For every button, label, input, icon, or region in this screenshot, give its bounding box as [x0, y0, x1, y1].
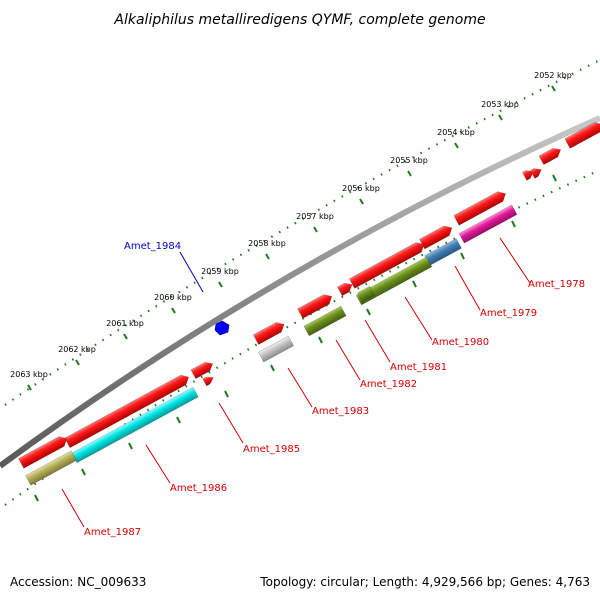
major-tick — [123, 333, 128, 340]
major-tick — [34, 494, 39, 502]
major-tick — [552, 174, 557, 182]
accession-text: Accession: NC_009633 — [10, 575, 146, 589]
gene-label: Amet_1985 — [243, 444, 300, 455]
major-tick — [460, 252, 465, 260]
gene-arrow — [252, 322, 285, 345]
gene-arrow — [18, 436, 68, 469]
major-tick — [270, 364, 275, 372]
major-tick — [27, 384, 32, 391]
major-tick — [359, 198, 364, 205]
tick-label: 2056 kbp — [342, 184, 380, 193]
leader-line — [404, 296, 433, 341]
major-tick — [224, 390, 229, 398]
gene-arrow — [530, 168, 542, 179]
gene-label: Amet_1986 — [170, 483, 227, 494]
major-tick — [454, 142, 459, 149]
major-tick — [75, 359, 80, 366]
gene-amet-1978 — [458, 204, 518, 244]
labeled-genes — [25, 204, 518, 486]
tick-label: 2052 kbp — [534, 71, 572, 80]
gene-labels: Amet_1978 Amet_1979 Amet_1980 Amet_1981 Amet… — [61, 237, 585, 538]
gene-amet-1987 — [25, 450, 77, 486]
gene-arrow — [538, 147, 562, 166]
map-title: Alkaliphilus metalliredigens QYMF, compl… — [113, 12, 485, 28]
gene-arrow — [190, 361, 214, 380]
major-tick — [176, 416, 181, 424]
major-tick — [366, 308, 371, 316]
major-tick — [511, 220, 516, 228]
gene-arrow — [419, 225, 453, 250]
tick-label: 2057 kbp — [296, 212, 334, 221]
tick-label: 2053 kbp — [481, 100, 519, 109]
genome-backbone — [0, 115, 600, 469]
inner-major-ticks — [34, 174, 557, 502]
gene-label: Amet_1982 — [360, 379, 417, 390]
gene-arrow — [64, 374, 190, 449]
tick-label: 2062 kbp — [58, 345, 96, 354]
gene-label: Amet_1981 — [390, 362, 447, 373]
gene-amet-1980 — [355, 256, 433, 306]
tick-label: 2060 kbp — [154, 293, 192, 302]
gene-amet-1981 — [303, 305, 347, 337]
genome-summary-text: Topology: circular; Length: 4,929,566 bp… — [259, 575, 590, 589]
major-tick — [498, 114, 503, 121]
leader-line — [145, 444, 171, 484]
major-tick — [218, 281, 223, 288]
major-tick — [551, 85, 556, 92]
gene-amet-1982 — [357, 285, 375, 303]
leader-line — [499, 237, 531, 284]
gene-arrow — [348, 242, 425, 289]
leader-line — [454, 265, 481, 311]
major-tick — [318, 336, 323, 344]
tick-label: 2061 kbp — [106, 319, 144, 328]
outer-major-ticks — [27, 85, 556, 391]
gene-amet-1985 — [202, 376, 214, 387]
gene-label: Amet_1987 — [84, 527, 141, 538]
major-tick — [407, 170, 412, 177]
leader-line — [218, 402, 244, 444]
tick-labels: 2052 kbp 2053 kbp 2054 kbp 2055 kbp 2056 kbp… — [10, 71, 572, 379]
gene-label: Amet_1984 — [124, 241, 181, 252]
gene-label: Amet_1978 — [528, 279, 585, 290]
unlabeled-genes — [18, 122, 600, 469]
tick-label: 2063 kbp — [10, 370, 48, 379]
tick-label: 2055 kbp — [390, 156, 428, 165]
leader-line — [335, 339, 361, 381]
tick-label: 2058 kbp — [248, 239, 286, 248]
major-tick — [128, 442, 133, 450]
major-tick — [265, 253, 270, 260]
gene-arrow — [297, 294, 333, 319]
major-tick — [81, 468, 86, 476]
gene-label: Amet_1980 — [432, 337, 489, 348]
leader-line — [287, 367, 313, 408]
major-tick — [171, 307, 176, 314]
gene-arrow — [453, 191, 506, 226]
leader-line — [61, 488, 85, 528]
gene-arrow — [337, 282, 353, 297]
gene-arrow — [564, 122, 600, 149]
gene-label: Amet_1983 — [312, 406, 369, 417]
gene-label: Amet_1979 — [480, 308, 537, 319]
gene-arrow — [522, 170, 534, 181]
major-tick — [412, 280, 417, 288]
leader-line — [364, 319, 391, 363]
leader-line — [179, 251, 204, 293]
tick-label: 2059 kbp — [201, 267, 239, 276]
gene-amet-1983 — [258, 335, 294, 363]
tick-label: 2054 kbp — [437, 128, 475, 137]
gene-amet-1984 — [214, 320, 230, 336]
major-tick — [313, 226, 318, 233]
